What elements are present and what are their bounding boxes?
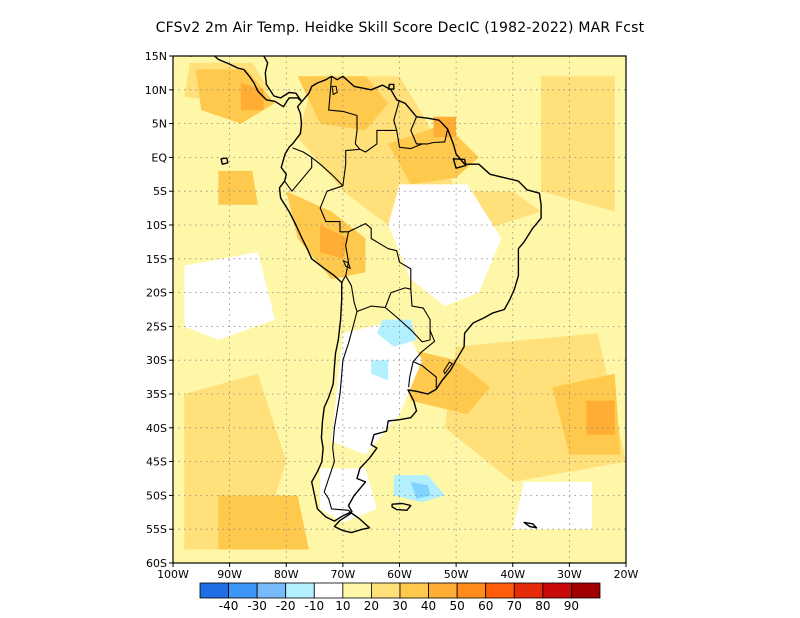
lat-tick-label: 5S [153, 185, 167, 198]
lat-tick-label: EQ [151, 151, 167, 164]
colorbar-label: -30 [247, 599, 267, 613]
lat-tick-label: 25S [146, 320, 167, 333]
colorbar-label: 80 [535, 599, 550, 613]
colorbar-label: 30 [392, 599, 407, 613]
border-argentina-brazil [412, 330, 436, 362]
colorbar-label: 50 [449, 599, 464, 613]
skill-region-10 [399, 346, 491, 415]
lat-tick-label: 45S [146, 456, 167, 469]
border-bolivia-paraguay-argentina [356, 287, 411, 313]
lon-tick-label: 80W [274, 568, 299, 581]
colorbar-swatch [256, 582, 287, 599]
colorbar-label: 90 [564, 599, 579, 613]
colorbar-swatch [571, 582, 601, 599]
colorbar-swatch [228, 582, 258, 599]
border-brazil-bolivia [348, 223, 412, 290]
lon-tick-label: 70W [330, 568, 355, 581]
border-venezuela-guyana [359, 99, 401, 153]
border-uruguay-argentina [408, 361, 414, 388]
colorbar-label: 10 [335, 599, 350, 613]
colorbar-swatch [313, 582, 344, 599]
skill-region-15 [586, 400, 615, 435]
coastline-central-america [189, 56, 303, 108]
colorbar-label: -10 [304, 599, 324, 613]
lon-tick-label: 20W [614, 568, 639, 581]
lon-tick-label: 40W [500, 568, 525, 581]
border-chile-argentina [323, 311, 358, 514]
lake-lake-maracaibo [331, 85, 338, 96]
colorbar-label: 70 [507, 599, 522, 613]
colorbar-swatch [399, 582, 429, 599]
skill-region-17 [388, 184, 502, 307]
colorbar-swatch [199, 582, 229, 599]
lake-lagoa-dos-patos [443, 361, 453, 375]
lat-tick-label: 30S [146, 354, 167, 367]
lat-tick-label: 15N [145, 50, 167, 63]
lat-tick-label: 35S [146, 388, 167, 401]
coastline-tierra-del-fuego [333, 512, 371, 534]
coastline-marajo [452, 158, 467, 169]
skill-region-19 [184, 252, 275, 340]
coastline-trinidad [388, 83, 395, 90]
lat-tick-label: 5N [152, 118, 167, 131]
skill-region-4 [541, 76, 615, 212]
lat-tick-label: 50S [146, 489, 167, 502]
border-colombia-venezuela [328, 77, 361, 150]
lake-lake-titicaca [342, 259, 352, 270]
skill-region-25 [410, 481, 431, 499]
lon-tick-label: 30W [557, 568, 582, 581]
colorbar-label: -40 [219, 599, 239, 613]
lon-tick-label: 50W [444, 568, 469, 581]
border-peru-bolivia [341, 231, 350, 283]
colorbar-label: 60 [478, 599, 493, 613]
border-brazil-north [396, 130, 423, 150]
lon-tick-label: 100W [157, 568, 189, 581]
lat-tick-label: 55S [146, 523, 167, 536]
colorbar-swatch [485, 582, 515, 599]
border-paraguay-brazil [410, 289, 431, 340]
colorbar-label: 20 [364, 599, 379, 613]
border-guyana-suriname-fg [410, 116, 449, 145]
skill-region-9 [218, 170, 258, 205]
border-uruguay-brazil [412, 361, 437, 390]
colorbar-swatch [371, 582, 401, 599]
colorbar-swatch [542, 582, 572, 599]
coastline-south-georgia [523, 521, 538, 529]
border-ecuador-peru [284, 157, 313, 192]
border-colombia-south [292, 147, 360, 187]
lat-tick-label: 15S [146, 253, 167, 266]
coastline-galapagos [220, 157, 229, 165]
colorbar-label: -20 [276, 599, 296, 613]
coastline-south-america [278, 75, 542, 522]
lon-tick-label: 60W [387, 568, 412, 581]
skill-region-14 [320, 225, 349, 259]
colorbar-swatch [513, 582, 544, 599]
skill-region-23 [371, 360, 389, 381]
chart-title: CFSv2 2m Air Temp. Heidke Skill Score De… [155, 20, 645, 36]
border-paraguay-argentina [384, 307, 431, 343]
lat-tick-label: 10S [146, 219, 167, 232]
skill-region-21 [512, 481, 592, 530]
lat-tick-label: 40S [146, 422, 167, 435]
colorbar-swatch [428, 582, 458, 599]
lat-tick-label: 10N [145, 84, 167, 97]
lat-tick-label: 20S [146, 287, 167, 300]
colorbar-label: 40 [421, 599, 436, 613]
colorbar-swatch [342, 582, 372, 599]
border-bolivia-chile [345, 275, 358, 312]
lon-tick-label: 90W [217, 568, 242, 581]
lat-tick-label: 60S [146, 557, 167, 570]
border-peru-brazil [319, 185, 349, 233]
coastline-falklands [391, 502, 412, 511]
colorbar-swatch [285, 582, 315, 599]
colorbar-swatch [456, 582, 487, 599]
